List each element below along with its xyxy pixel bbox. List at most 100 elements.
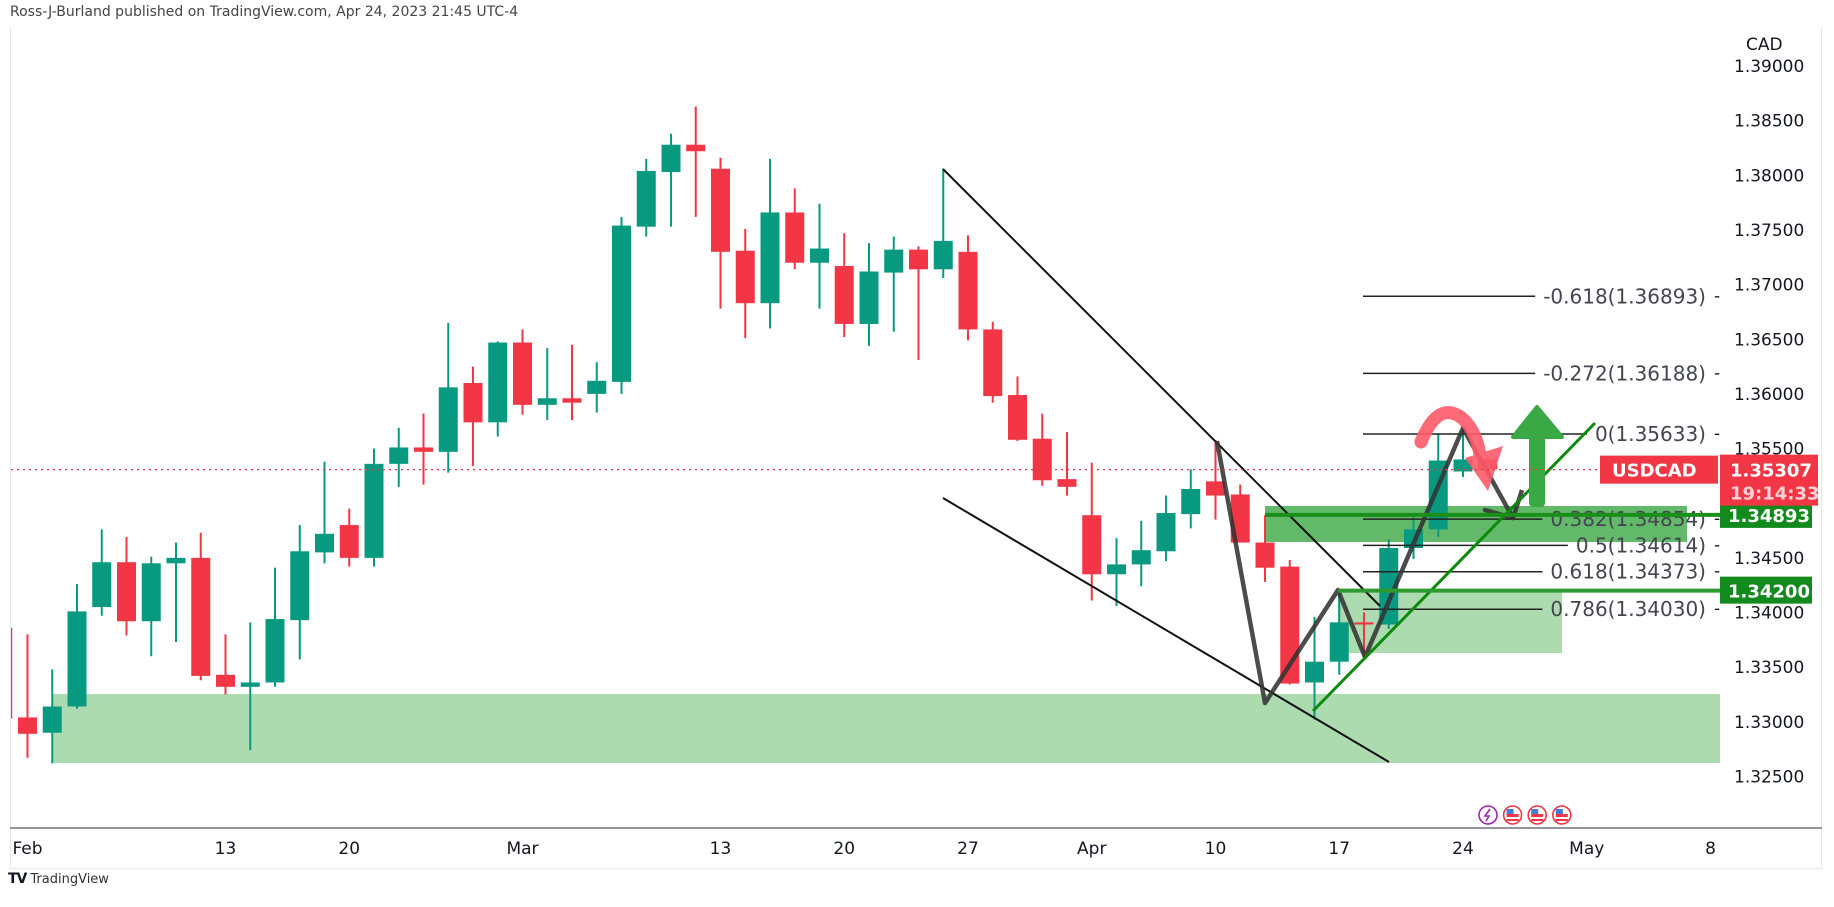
us-flag-icon[interactable] [1502, 805, 1523, 825]
candle-body [760, 212, 780, 304]
events-layer[interactable] [1478, 805, 1572, 825]
breakout-zone[interactable] [1265, 506, 1687, 542]
candle[interactable] [1131, 520, 1151, 587]
wedge-lower-trendline[interactable] [942, 497, 1390, 763]
axes-layer[interactable]: CAD 1.39000 1.38500 1.38000 1.37500 1.37000 1… [10, 35, 1822, 859]
candle[interactable] [315, 461, 334, 564]
axis-tick-mark: - [1714, 509, 1720, 529]
axis-tick-mark: - [1714, 286, 1720, 306]
candle[interactable] [884, 236, 904, 332]
symbol-badge[interactable]: USDCAD [1600, 455, 1718, 484]
candle[interactable] [1181, 469, 1201, 529]
bullish-up-arrow-icon[interactable] [1511, 405, 1564, 507]
candle[interactable] [785, 188, 805, 270]
candle-body [216, 674, 235, 687]
candle[interactable] [1453, 427, 1473, 477]
candle[interactable] [562, 344, 582, 421]
wedge-upper-trendline[interactable] [942, 168, 1381, 607]
candle-body [141, 563, 161, 622]
price-axis-label: 1.38000 [1734, 166, 1804, 186]
fib-level-label: 0.786(1.34030) [1550, 597, 1706, 621]
candle-body [1082, 515, 1102, 575]
candle[interactable] [216, 634, 235, 695]
uptrend-line[interactable] [1311, 421, 1597, 713]
candle-body [290, 551, 310, 621]
candle[interactable] [141, 556, 161, 657]
flag-stripe [1531, 819, 1544, 821]
bearish-curved-arrow-icon[interactable] [1414, 406, 1503, 491]
candle[interactable] [240, 622, 260, 751]
candle[interactable] [18, 634, 37, 758]
candle[interactable] [1329, 592, 1349, 675]
support-zone[interactable] [52, 694, 1720, 763]
candle[interactable] [1082, 462, 1102, 601]
candle[interactable] [0, 626, 13, 721]
candle[interactable] [364, 448, 384, 567]
candle-body [1329, 622, 1349, 662]
demand-zone[interactable] [1338, 589, 1562, 653]
candle[interactable] [1008, 376, 1027, 441]
candle[interactable] [42, 669, 62, 764]
chart-frame [10, 27, 1822, 869]
price-axis-label: 1.39000 [1734, 57, 1804, 77]
candle-body [661, 144, 681, 173]
lightning-icon[interactable] [1478, 805, 1498, 825]
candle[interactable] [166, 542, 186, 643]
candle[interactable] [1379, 539, 1399, 629]
fib-retracement[interactable]: -0.618(1.36893) --0.272(1.36188) -0(1.3563… [1363, 284, 1720, 621]
us-flag-icon[interactable] [1552, 805, 1572, 825]
candle-body [1131, 550, 1151, 565]
drawings-layer[interactable] [942, 168, 1720, 763]
candle[interactable] [67, 584, 87, 709]
candle[interactable] [983, 321, 1003, 403]
candle[interactable] [414, 413, 433, 485]
candle[interactable] [958, 235, 978, 341]
candle[interactable] [909, 246, 928, 361]
level-price-badge[interactable]: 1.34200 [1720, 576, 1812, 604]
candle[interactable] [1206, 439, 1225, 520]
candle[interactable] [265, 567, 285, 687]
candle-body [265, 619, 285, 683]
flag-canton [1531, 809, 1539, 814]
candle-body [1008, 394, 1027, 440]
us-flag-icon[interactable] [1527, 805, 1547, 825]
candle[interactable] [117, 537, 136, 636]
candle[interactable] [1107, 538, 1126, 606]
candle[interactable] [859, 243, 879, 346]
candle[interactable] [686, 106, 706, 217]
candle[interactable] [810, 203, 829, 309]
candle[interactable] [92, 529, 112, 616]
tradingview-logo[interactable]: TV TradingView [8, 871, 109, 887]
candle[interactable] [1156, 495, 1176, 562]
candle[interactable] [661, 133, 681, 227]
candle[interactable] [537, 347, 557, 421]
candle[interactable] [1032, 413, 1052, 486]
candle[interactable] [760, 158, 780, 329]
candle-body [1206, 481, 1225, 496]
candle[interactable] [488, 341, 508, 437]
candle[interactable] [612, 216, 631, 394]
candle[interactable] [735, 228, 755, 339]
candle[interactable] [339, 508, 359, 567]
candle[interactable] [290, 525, 310, 660]
candle[interactable] [1305, 616, 1324, 720]
candle[interactable] [1057, 432, 1077, 496]
candle[interactable] [636, 158, 656, 237]
candle[interactable] [513, 329, 532, 415]
candle[interactable] [587, 362, 607, 413]
candle[interactable] [389, 427, 409, 487]
candle-body [488, 342, 508, 423]
candle[interactable] [711, 157, 730, 309]
candle[interactable] [438, 322, 458, 473]
candle[interactable] [834, 233, 854, 338]
candle[interactable] [933, 168, 953, 279]
price-axis-label: 1.33000 [1734, 713, 1804, 733]
candle[interactable] [1255, 515, 1275, 582]
price-axis-label: 1.34500 [1734, 549, 1804, 569]
candle[interactable] [463, 366, 483, 467]
candle[interactable] [191, 532, 211, 681]
candle-body [1255, 542, 1275, 568]
candle-body [1181, 488, 1201, 515]
